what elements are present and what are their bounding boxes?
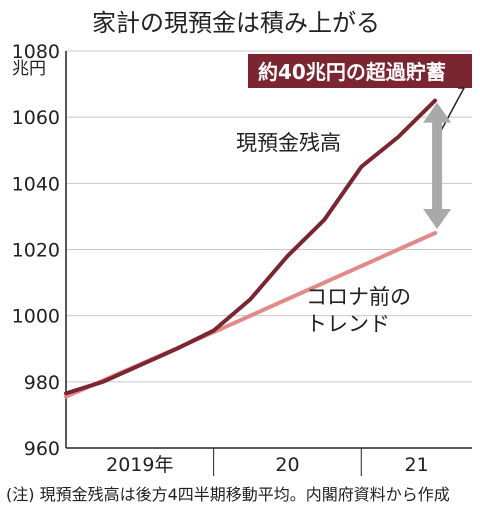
y-tick-label: 1000 bbox=[12, 306, 60, 328]
series-line-0 bbox=[64, 98, 438, 396]
x-tick-label: 2019年 bbox=[106, 454, 173, 476]
gap-arrow bbox=[423, 102, 452, 229]
callout-box bbox=[248, 54, 472, 88]
x-tick-label: 21 bbox=[405, 454, 429, 476]
series-group bbox=[64, 98, 438, 399]
y-axis-unit: 兆円 bbox=[12, 59, 46, 79]
y-tick-label: 1060 bbox=[12, 107, 60, 129]
annotation-group: 約40兆円の超過貯蓄 bbox=[248, 54, 472, 229]
y-tick-label: 1040 bbox=[12, 173, 60, 195]
axes: 960 980 1000 1020 1040 1060 1080 2019年 20 21 bbox=[12, 41, 472, 476]
x-tick-label: 20 bbox=[275, 454, 299, 476]
y-tick-label: 960 bbox=[24, 438, 60, 460]
callout-text: 約40兆円の超過貯蓄 bbox=[258, 60, 446, 84]
series-label-1: コロナ前のトレンド bbox=[306, 285, 411, 336]
callout-leader bbox=[435, 87, 466, 141]
y-tick-label: 1020 bbox=[12, 240, 60, 262]
footnote: (注) 現預金残高は後方4四半期移動平均。内閣府資料から作成 bbox=[6, 485, 450, 504]
chart-title: 家計の現預金は積み上がる bbox=[92, 9, 380, 37]
series-label-0: 現預金残高 bbox=[236, 131, 341, 155]
y-tick-label: 980 bbox=[24, 372, 60, 394]
y-tick-label: 1080 bbox=[12, 41, 60, 63]
